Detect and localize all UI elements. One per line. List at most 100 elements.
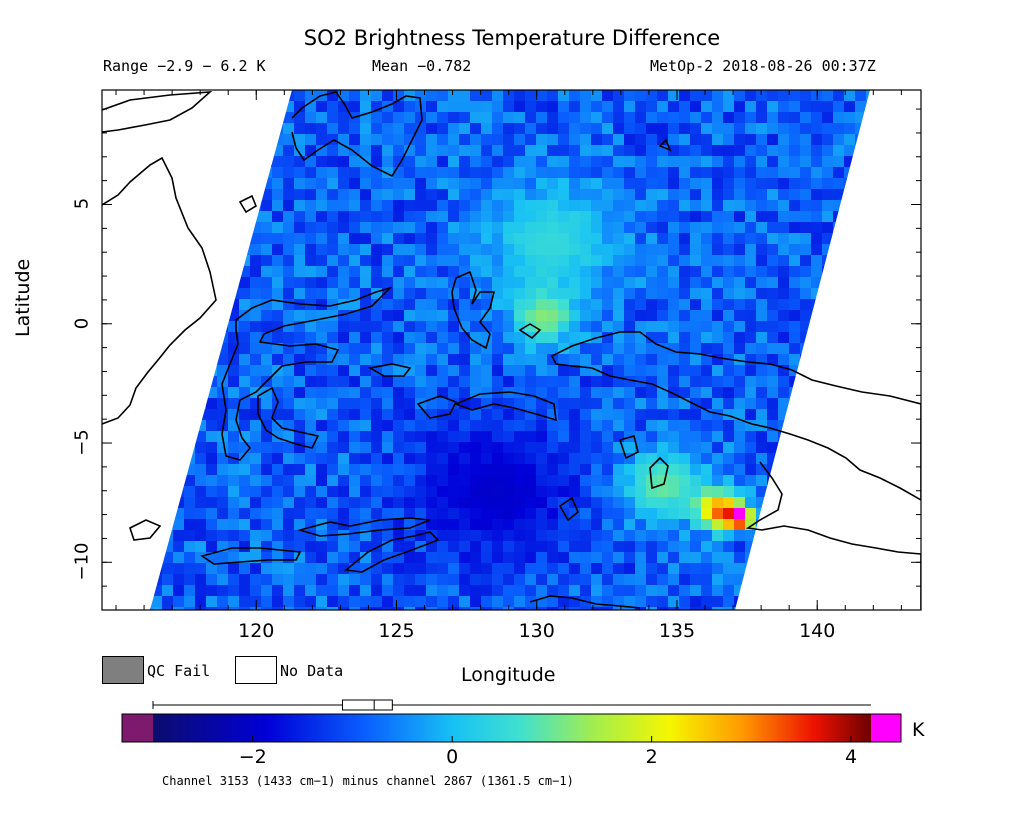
swath-pixel xyxy=(349,508,360,519)
swath-pixel xyxy=(646,156,657,167)
swath-pixel xyxy=(514,266,525,277)
swath-pixel xyxy=(426,398,437,409)
swath-pixel xyxy=(481,519,492,530)
swath-pixel xyxy=(635,409,646,420)
swath-pixel xyxy=(635,475,646,486)
swath-pixel xyxy=(481,365,492,376)
swath-pixel xyxy=(360,376,371,387)
swath-pixel xyxy=(272,288,283,299)
swath-pixel xyxy=(778,354,789,365)
swath-pixel xyxy=(338,420,349,431)
swath-pixel xyxy=(217,563,228,574)
swath-pixel xyxy=(492,288,503,299)
swath-pixel xyxy=(481,332,492,343)
swath-pixel xyxy=(316,596,327,607)
swath-pixel xyxy=(206,519,217,530)
swath-pixel xyxy=(327,563,338,574)
swath-pixel xyxy=(712,167,723,178)
swath-pixel xyxy=(459,387,470,398)
swath-pixel xyxy=(250,244,261,255)
swath-pixel xyxy=(316,222,327,233)
swath-pixel xyxy=(338,398,349,409)
swath-pixel xyxy=(624,156,635,167)
swath-pixel xyxy=(514,101,525,112)
swath-pixel xyxy=(624,222,635,233)
swath-pixel xyxy=(437,343,448,354)
swath-pixel xyxy=(426,244,437,255)
swath-pixel xyxy=(536,233,547,244)
swath-pixel xyxy=(261,563,272,574)
swath-pixel xyxy=(646,354,657,365)
swath-pixel xyxy=(525,343,536,354)
swath-pixel xyxy=(646,189,657,200)
swath-pixel xyxy=(503,475,514,486)
swath-pixel xyxy=(503,453,514,464)
swath-pixel xyxy=(569,420,580,431)
swath-pixel xyxy=(426,409,437,420)
swath-pixel xyxy=(503,464,514,475)
swath-pixel xyxy=(789,200,800,211)
swath-pixel xyxy=(734,530,745,541)
swath-pixel xyxy=(338,211,349,222)
swath-pixel xyxy=(272,255,283,266)
swath-pixel xyxy=(426,211,437,222)
swath-pixel xyxy=(547,112,558,123)
swath-pixel xyxy=(371,552,382,563)
swath-pixel xyxy=(668,90,679,101)
swath-pixel xyxy=(470,244,481,255)
swath-pixel xyxy=(536,475,547,486)
swath-pixel xyxy=(657,596,668,607)
swath-pixel xyxy=(767,211,778,222)
swath-pixel xyxy=(184,486,195,497)
swath-pixel xyxy=(481,156,492,167)
plot-title: SO2 Brightness Temperature Difference xyxy=(303,26,721,50)
swath-pixel xyxy=(668,420,679,431)
swath-pixel xyxy=(327,277,338,288)
swath-pixel xyxy=(481,211,492,222)
swath-pixel xyxy=(514,376,525,387)
swath-pixel xyxy=(371,211,382,222)
swath-pixel xyxy=(371,387,382,398)
swath-pixel xyxy=(415,607,426,610)
swath-pixel xyxy=(756,299,767,310)
swath-pixel xyxy=(591,167,602,178)
swath-pixel xyxy=(338,343,349,354)
swath-pixel xyxy=(437,552,448,563)
swath-pixel xyxy=(778,233,789,244)
swath-pixel xyxy=(822,211,833,222)
swath-pixel xyxy=(514,585,525,596)
swath-pixel xyxy=(558,343,569,354)
swath-pixel xyxy=(701,244,712,255)
swath-pixel xyxy=(679,244,690,255)
swath-pixel xyxy=(679,541,690,552)
swath-pixel xyxy=(250,530,261,541)
swath-pixel xyxy=(481,508,492,519)
swath-pixel xyxy=(690,530,701,541)
swath-pixel xyxy=(294,343,305,354)
swath-pixel xyxy=(173,552,184,563)
swath-pixel xyxy=(272,475,283,486)
swath-pixel xyxy=(272,332,283,343)
swath-pixel xyxy=(371,255,382,266)
swath-pixel xyxy=(712,90,723,101)
swath-pixel xyxy=(294,574,305,585)
swath-pixel xyxy=(283,420,294,431)
swath-pixel xyxy=(360,101,371,112)
swath-pixel xyxy=(767,332,778,343)
swath-pixel xyxy=(404,332,415,343)
swath-pixel xyxy=(426,222,437,233)
swath-pixel xyxy=(360,211,371,222)
swath-pixel xyxy=(393,156,404,167)
swath-pixel xyxy=(305,266,316,277)
swath-pixel xyxy=(239,431,250,442)
swath-pixel xyxy=(459,156,470,167)
swath-pixel xyxy=(657,552,668,563)
swath-pixel xyxy=(250,354,261,365)
swath-pixel xyxy=(690,211,701,222)
swath-pixel xyxy=(811,156,822,167)
swath-pixel xyxy=(371,200,382,211)
swath-pixel xyxy=(349,90,360,101)
swath-pixel xyxy=(250,343,261,354)
swath-pixel xyxy=(558,376,569,387)
swath-pixel xyxy=(624,145,635,156)
